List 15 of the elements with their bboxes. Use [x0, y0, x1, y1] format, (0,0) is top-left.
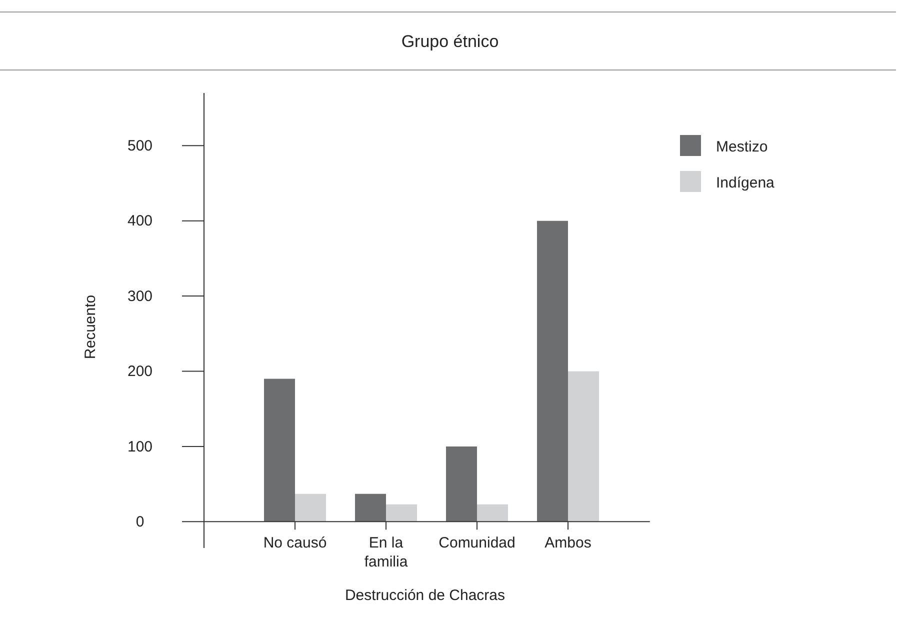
y-axis-title: Recuento	[82, 294, 99, 360]
legend-label: Mestizo	[716, 138, 768, 156]
y-tick-label: 200	[127, 363, 153, 380]
y-tick-label: 0	[136, 513, 144, 530]
chart-title: Grupo étnico	[401, 32, 499, 51]
y-tick-label: 500	[127, 137, 153, 154]
y-tick-label: 300	[127, 288, 153, 305]
x-tick-label: Comunidad	[438, 534, 516, 552]
y-tick-label: 100	[127, 438, 153, 456]
x-tick-label: No causó	[263, 534, 327, 552]
legend-label: Indígena	[716, 174, 776, 192]
x-tick-label: En la familia	[364, 534, 408, 571]
y-tick-label: 400	[127, 212, 153, 230]
x-tick-label: Ambos	[544, 534, 592, 552]
x-axis-title: Destrucción de Chacras	[344, 587, 506, 604]
